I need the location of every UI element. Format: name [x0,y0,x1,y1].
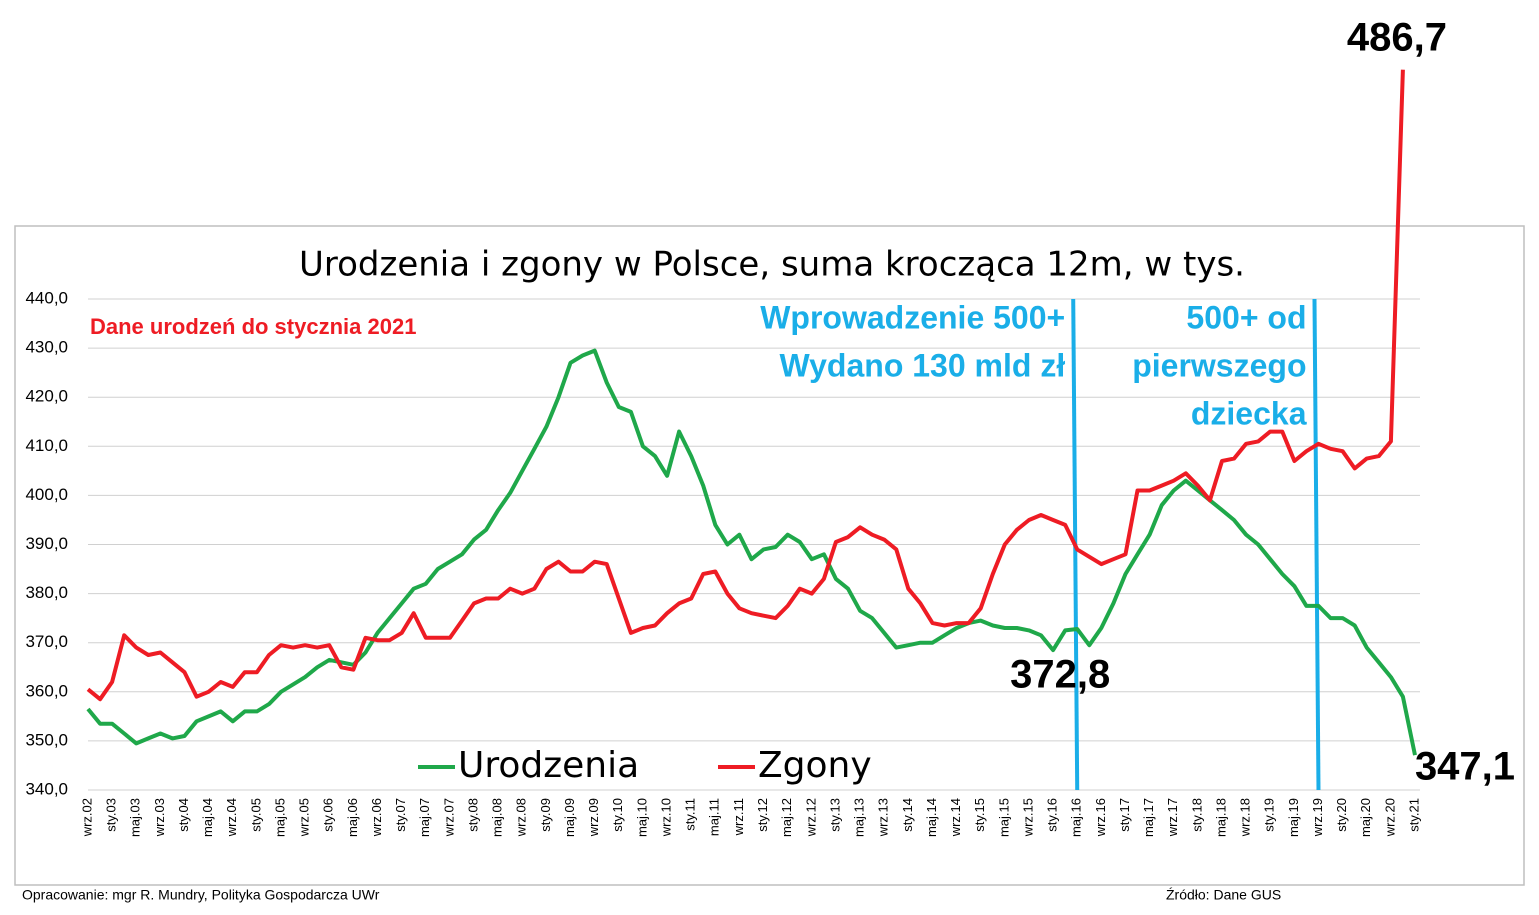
data-label: 486,7 [1347,15,1447,59]
y-tick-label: 440,0 [25,288,68,307]
x-tick-label: maj.03 [128,798,143,837]
x-tick-label: maj.15 [996,798,1011,837]
footer-right: Źródło: Dane GUS [1166,887,1281,903]
y-tick-label: 380,0 [25,583,68,602]
x-tick-label: maj.06 [345,798,360,837]
note: Dane urodzeń do stycznia 2021 [90,314,416,339]
x-tick-label: sty.06 [321,798,336,832]
x-tick-label: maj.08 [490,798,505,837]
x-tick-label: sty.19 [1262,798,1277,832]
x-tick-label: wrz.10 [658,798,673,837]
x-tick-label: wrz.15 [1020,798,1035,837]
y-tick-label: 360,0 [25,681,68,700]
x-tick-label: wrz.12 [803,798,818,837]
x-tick-label: sty.07 [393,798,408,832]
legend-label: Zgony [758,745,872,786]
x-tick-label: wrz.08 [514,798,529,837]
data-label: 372,8 [1010,653,1110,697]
x-tick-label: maj.18 [1213,798,1228,837]
x-tick-label: wrz.20 [1382,798,1397,837]
x-tick-label: sty.05 [248,798,263,832]
x-tick-label: maj.20 [1358,798,1373,837]
y-tick-label: 370,0 [25,632,68,651]
annotation-text: Wydano 130 mld zł [780,347,1066,383]
x-tick-label: maj.12 [779,798,794,837]
x-tick-label: sty.10 [610,798,625,832]
y-tick-label: 420,0 [25,387,68,406]
x-tick-label: maj.10 [634,798,649,837]
x-tick-label: wrz.19 [1310,798,1325,837]
x-tick-label: wrz.03 [152,798,167,837]
annotation-text: Wprowadzenie 500+ [760,299,1065,335]
x-tick-label: sty.12 [755,798,770,832]
x-tick-label: sty.11 [683,798,698,831]
x-tick-label: wrz.05 [297,798,312,837]
y-tick-label: 410,0 [25,436,68,455]
series-line [86,69,1405,702]
x-tick-label: wrz.18 [1238,798,1253,837]
x-tick-label: maj.07 [417,798,432,837]
x-tick-label: maj.19 [1286,798,1301,837]
x-tick-label: sty.14 [900,798,915,832]
x-tick-label: sty.04 [176,798,191,832]
y-tick-label: 350,0 [25,730,68,749]
x-tick-label: sty.08 [465,798,480,832]
x-tick-label: wrz.11 [731,798,746,836]
footer-left: Opracowanie: mgr R. Mundry, Polityka Gos… [22,887,380,903]
x-tick-label: sty.20 [1334,798,1349,832]
annotation-text: dziecka [1191,395,1307,431]
x-tick-label: maj.09 [562,798,577,837]
x-tick-label: sty.09 [538,798,553,832]
y-tick-label: 400,0 [25,485,68,504]
x-tick-label: wrz.13 [876,798,891,837]
y-tick-label: 390,0 [25,534,68,553]
series-line [86,348,1417,756]
y-tick-label: 430,0 [25,338,68,357]
data-label: 347,1 [1415,745,1515,789]
x-tick-label: sty.13 [827,798,842,832]
chart-frame [14,225,1525,886]
x-tick-label: maj.17 [1141,798,1156,837]
x-tick-label: sty.18 [1189,798,1204,832]
x-tick-label: sty.15 [972,798,987,832]
x-tick-label: sty.03 [104,798,119,832]
x-tick-label: sty.17 [1117,798,1132,832]
x-tick-label: wrz.17 [1165,798,1180,837]
annotation-text: pierwszego [1132,347,1306,383]
x-tick-label: wrz.02 [79,798,94,837]
chart-title: Urodzenia i zgony w Polsce, suma krocząc… [299,245,1245,285]
legend-label: Urodzenia [458,745,639,786]
x-tick-label: sty.16 [1045,798,1060,832]
x-tick-label: sty.21 [1406,798,1421,832]
x-tick-label: maj.16 [1069,798,1084,837]
x-tick-label: maj.05 [272,798,287,837]
x-tick-label: maj.04 [200,798,215,837]
annotation-text: 500+ od [1186,299,1306,335]
x-tick-label: wrz.14 [948,798,963,837]
annotation-line [1312,298,1321,791]
x-tick-label: wrz.16 [1093,798,1108,837]
y-tick-label: 340,0 [25,779,68,798]
x-tick-label: wrz.04 [224,798,239,837]
x-tick-label: maj.13 [852,798,867,837]
x-tick-label: wrz.07 [441,798,456,837]
x-tick-label: maj.11 [707,798,722,836]
x-tick-label: wrz.06 [369,798,384,837]
x-tick-label: maj.14 [924,798,939,837]
x-tick-label: wrz.09 [586,798,601,837]
